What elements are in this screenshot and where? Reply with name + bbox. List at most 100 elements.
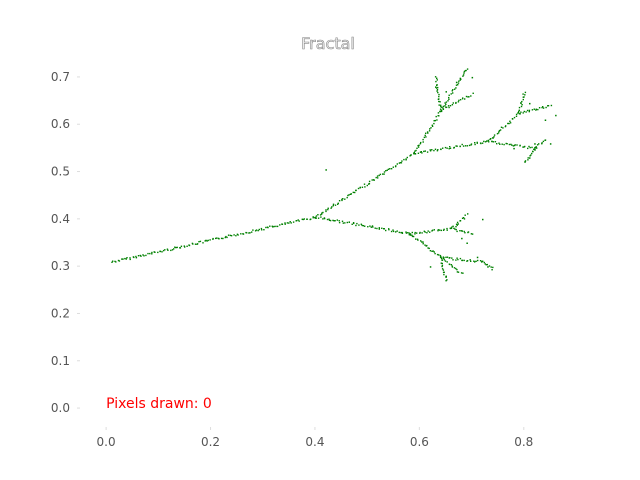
fractal-point <box>529 155 531 157</box>
fractal-point <box>337 203 339 205</box>
fractal-point <box>448 106 450 109</box>
fractal-point <box>451 104 454 106</box>
fractal-point <box>461 259 464 262</box>
fractal-point <box>416 147 418 149</box>
fractal-point <box>532 150 534 153</box>
fractal-point <box>373 179 375 181</box>
fractal-point <box>451 265 453 267</box>
fractal-point <box>440 262 442 264</box>
fractal-point <box>506 143 508 145</box>
fractal-point <box>444 105 446 107</box>
fractal-point <box>422 243 424 245</box>
fractal-point <box>290 222 292 224</box>
fractal-point <box>513 116 516 119</box>
fractal-point <box>443 259 446 261</box>
fractal-point <box>398 162 401 164</box>
fractal-point <box>522 93 524 95</box>
fractal-point <box>527 157 529 159</box>
fractal-point <box>481 260 483 263</box>
fractal-point <box>423 150 425 153</box>
fractal-point <box>215 237 217 240</box>
fractal-point <box>500 126 503 128</box>
fractal-point <box>459 257 462 260</box>
fractal-point <box>369 225 371 227</box>
pixels-drawn-annotation: Pixels drawn: 0 <box>106 396 212 412</box>
fractal-point <box>429 266 432 268</box>
fractal-point <box>436 89 439 91</box>
fractal-point <box>416 232 418 234</box>
fractal-point <box>455 226 457 228</box>
fractal-point <box>440 104 442 106</box>
fractal-point <box>491 140 493 143</box>
fractal-point <box>509 122 512 124</box>
fractal-point <box>466 68 469 70</box>
fractal-point <box>443 273 445 276</box>
fractal-point <box>511 144 513 146</box>
x-tick-label: 0.0 <box>97 435 116 449</box>
fractal-point <box>334 220 336 222</box>
fractal-point <box>414 233 416 235</box>
fractal-point <box>444 260 447 262</box>
x-tick-label: 0.4 <box>305 435 324 449</box>
fractal-point <box>328 219 331 221</box>
fractal-point <box>445 103 447 105</box>
fractal-point <box>463 70 466 73</box>
fractal-point <box>544 119 547 121</box>
fractal-point <box>218 238 220 240</box>
fractal-point <box>449 227 452 230</box>
fractal-point <box>440 257 443 259</box>
fractal-point <box>424 231 426 233</box>
fractal-point <box>350 193 352 195</box>
fractal-point <box>315 215 318 217</box>
fractal-point <box>386 169 388 171</box>
fractal-point <box>161 251 163 253</box>
fractal-point <box>488 265 491 267</box>
fractal-point <box>542 140 545 143</box>
fractal-point <box>522 98 524 101</box>
fractal-point <box>440 109 443 111</box>
fractal-point <box>320 213 323 215</box>
fractal-point <box>317 214 319 216</box>
fractal-point <box>517 111 520 114</box>
fractal-point <box>403 158 405 161</box>
fractal-point <box>413 152 415 154</box>
fractal-point <box>438 95 440 98</box>
fractal-point <box>445 275 447 278</box>
fractal-point <box>446 147 448 149</box>
fractal-point <box>319 214 322 216</box>
fractal-point <box>445 276 447 278</box>
fractal-point <box>438 229 441 231</box>
fractal-point <box>448 263 451 266</box>
fractal-point <box>433 229 435 231</box>
fractal-point <box>422 141 424 143</box>
fractal-point <box>429 250 432 252</box>
fractal-point <box>466 242 468 244</box>
fractal-point <box>248 232 250 234</box>
fractal-point <box>527 159 529 161</box>
fractal-point <box>455 101 457 104</box>
fractal-point <box>482 260 484 262</box>
fractal-point <box>455 145 457 147</box>
fractal-point <box>333 220 335 222</box>
fractal-point <box>522 112 524 114</box>
fractal-point <box>451 90 453 92</box>
fractal-point <box>501 143 503 145</box>
fractal-point <box>383 228 385 230</box>
fractal-point <box>252 229 254 231</box>
fractal-point <box>442 107 444 109</box>
fractal-point <box>129 257 131 259</box>
fractal-point <box>376 227 378 230</box>
fractal-point <box>505 125 507 127</box>
fractal-point <box>255 229 258 231</box>
fractal-point <box>464 145 467 147</box>
fractal-point <box>437 91 439 94</box>
fractal-point <box>145 254 147 257</box>
fractal-point <box>481 142 484 144</box>
fractal-point <box>502 127 504 129</box>
fractal-point <box>121 258 123 260</box>
fractal-point <box>541 106 543 109</box>
fractal-point <box>405 159 407 161</box>
fractal-point <box>470 233 473 235</box>
fractal-point <box>446 256 449 258</box>
fractal-point <box>441 259 443 261</box>
